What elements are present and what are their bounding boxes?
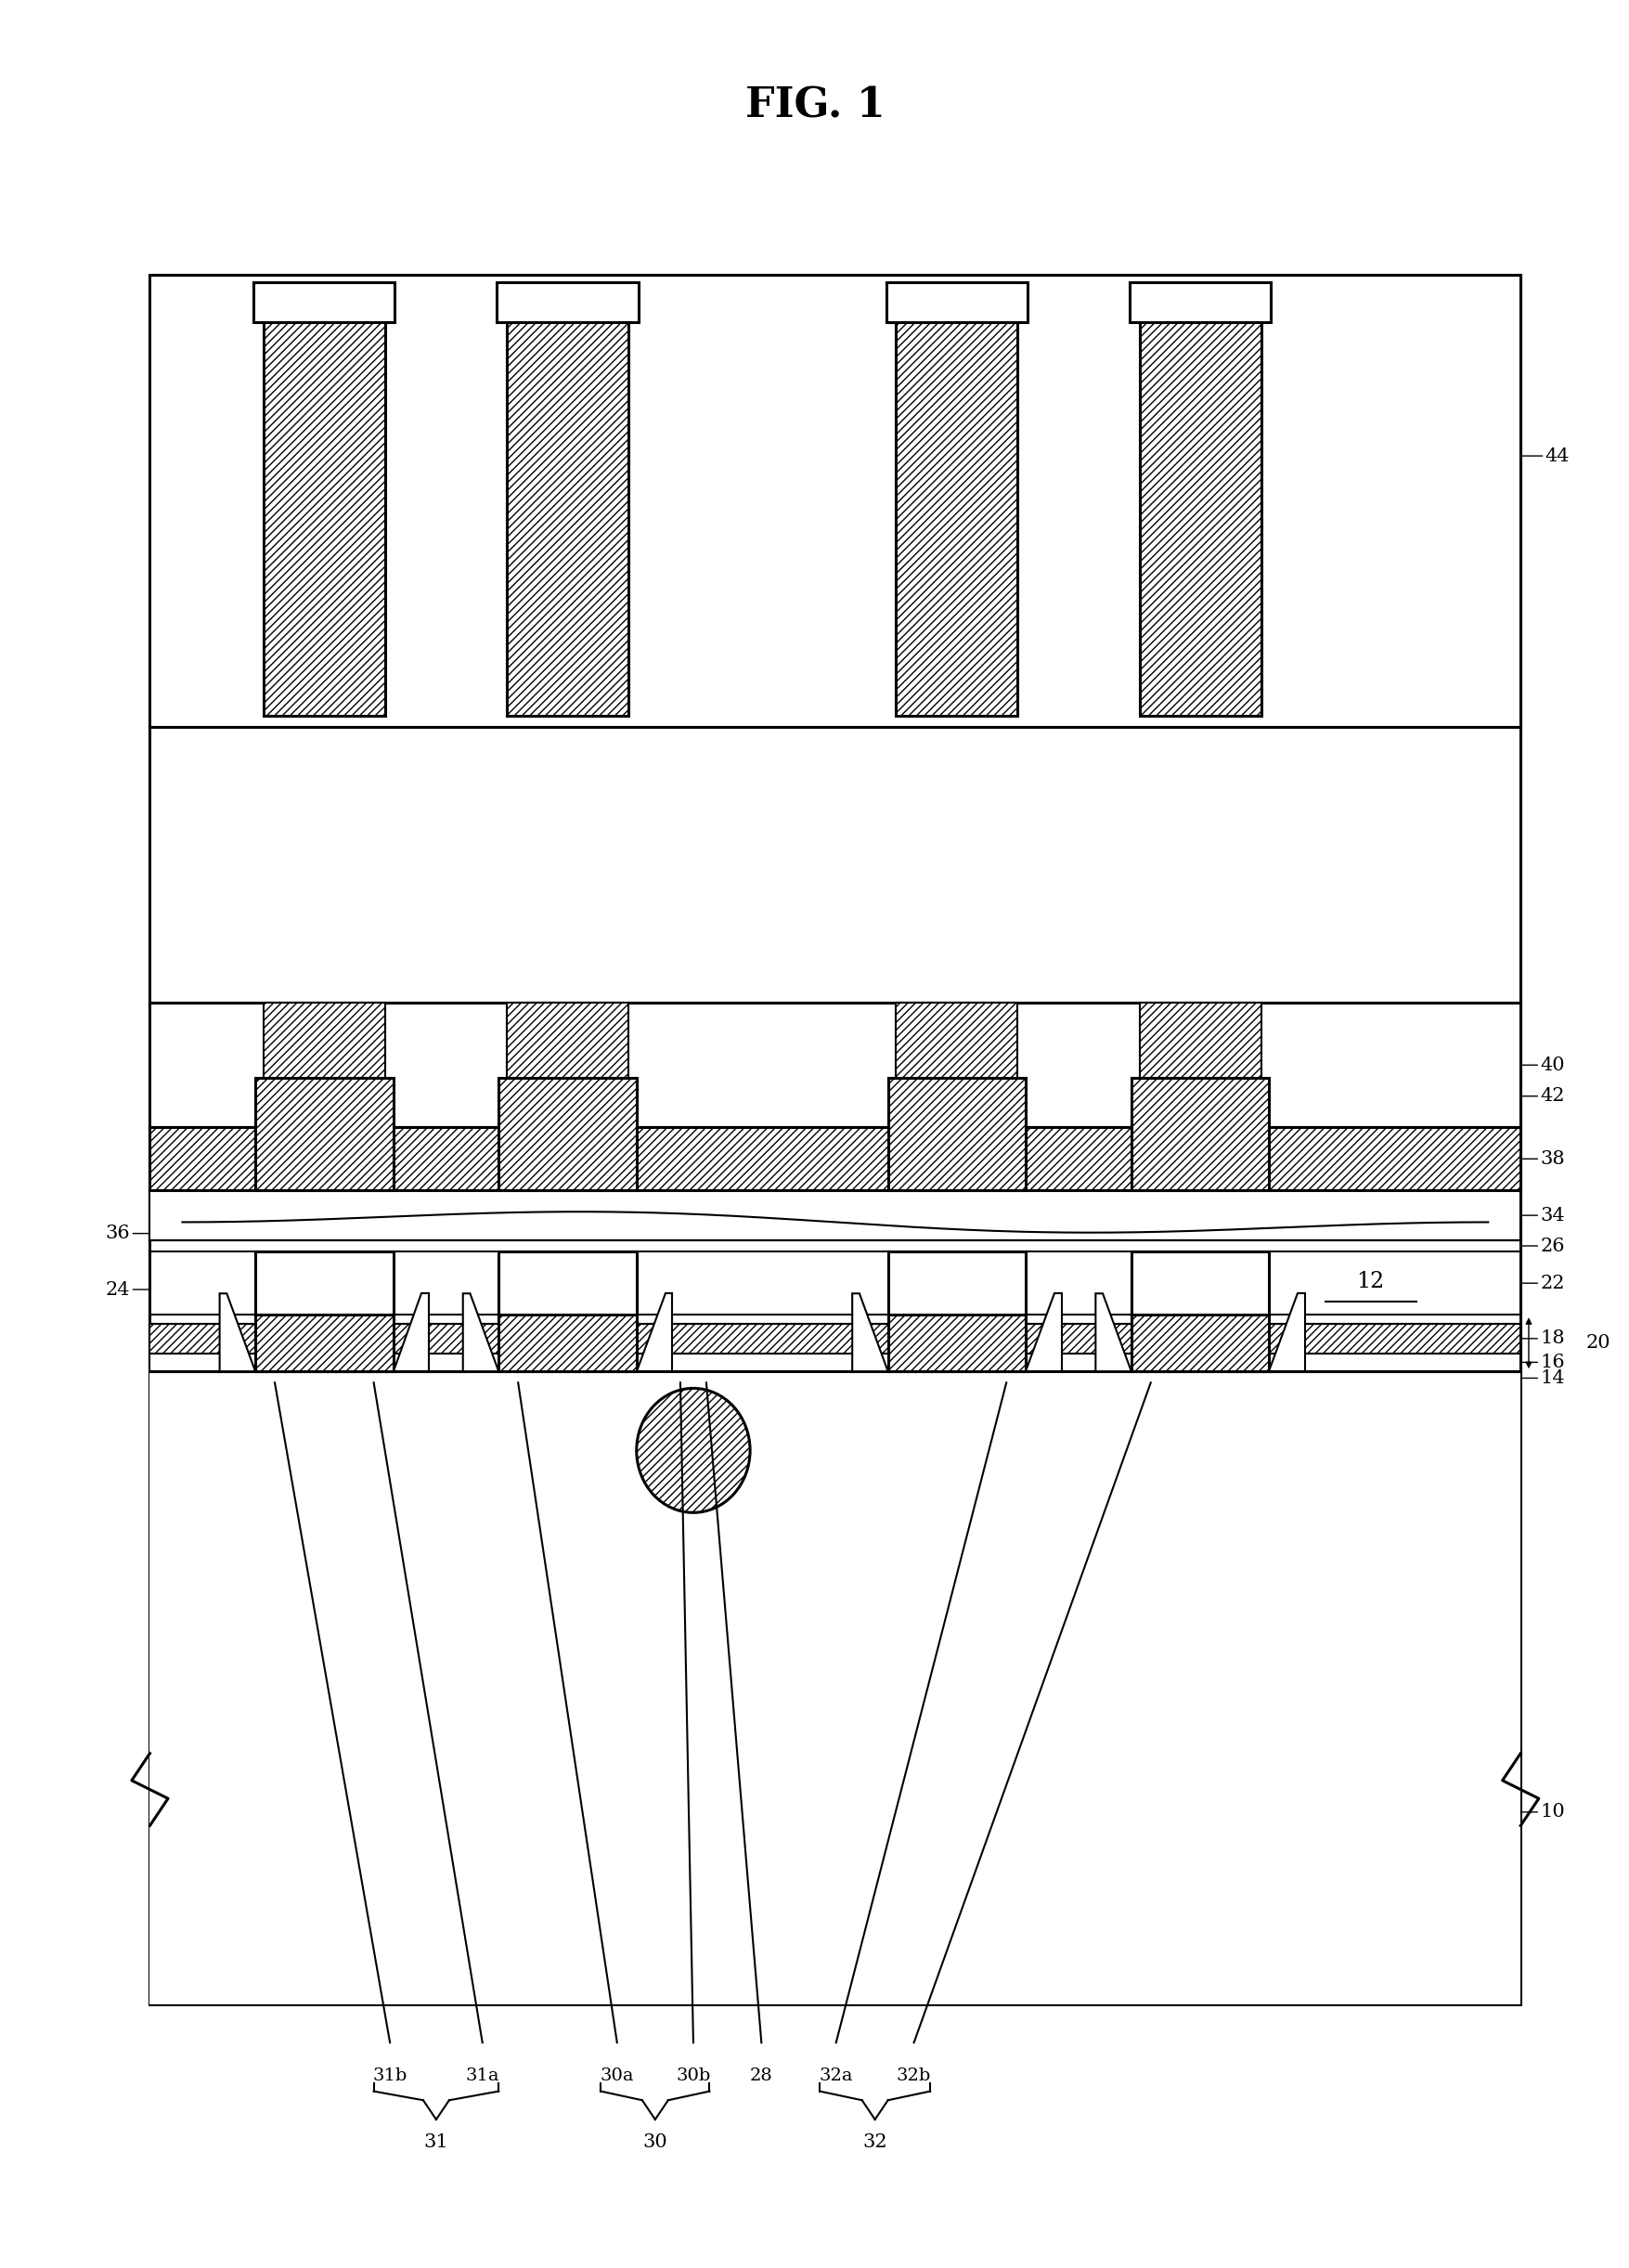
Bar bbox=[1131, 1252, 1269, 1315]
Text: 10: 10 bbox=[1520, 1803, 1564, 1821]
Ellipse shape bbox=[637, 1388, 749, 1513]
Text: FIG. 1: FIG. 1 bbox=[744, 86, 885, 125]
Text: 32b: 32b bbox=[896, 2068, 930, 2084]
Bar bbox=[498, 1077, 637, 1191]
Polygon shape bbox=[1269, 1293, 1305, 1372]
Bar bbox=[256, 1252, 393, 1372]
Bar bbox=[886, 281, 1026, 322]
Bar bbox=[507, 1002, 629, 1127]
Text: 30b: 30b bbox=[676, 2068, 710, 2084]
Bar bbox=[1131, 1252, 1269, 1372]
Bar bbox=[150, 274, 1520, 2005]
Text: 30a: 30a bbox=[599, 2068, 634, 2084]
Bar bbox=[888, 1252, 1025, 1372]
Text: 30: 30 bbox=[642, 2132, 668, 2150]
Bar bbox=[507, 281, 629, 717]
Bar bbox=[150, 1002, 1520, 1127]
Text: 22: 22 bbox=[1520, 1275, 1564, 1293]
Text: 16: 16 bbox=[1520, 1354, 1564, 1372]
Polygon shape bbox=[852, 1293, 888, 1372]
Text: 36: 36 bbox=[106, 1225, 150, 1243]
Bar bbox=[150, 1327, 466, 1372]
Bar bbox=[150, 274, 1520, 728]
Bar bbox=[1220, 1327, 1520, 1372]
Bar bbox=[896, 281, 1016, 717]
Bar bbox=[264, 281, 384, 717]
Polygon shape bbox=[1095, 1293, 1131, 1372]
Bar bbox=[150, 1354, 1520, 1372]
Text: 12: 12 bbox=[293, 1270, 323, 1293]
Text: 32: 32 bbox=[862, 2132, 886, 2150]
Bar bbox=[150, 1127, 1520, 1191]
Polygon shape bbox=[220, 1293, 256, 1372]
Text: 42: 42 bbox=[1520, 1086, 1564, 1105]
Text: 34: 34 bbox=[1520, 1207, 1564, 1225]
Text: 32a: 32a bbox=[819, 2068, 852, 2084]
Bar bbox=[498, 1252, 637, 1315]
Bar bbox=[264, 1002, 384, 1127]
Text: 14: 14 bbox=[1520, 1370, 1564, 1388]
Bar bbox=[150, 1325, 1520, 1354]
Bar bbox=[256, 1077, 393, 1191]
Polygon shape bbox=[463, 1293, 498, 1372]
Bar bbox=[896, 1002, 1016, 1127]
Text: 38: 38 bbox=[1520, 1150, 1564, 1168]
Bar bbox=[254, 281, 394, 322]
Text: 28: 28 bbox=[749, 2068, 772, 2084]
Polygon shape bbox=[393, 1293, 428, 1372]
Bar bbox=[150, 1191, 1520, 1241]
Bar bbox=[1129, 281, 1271, 322]
Bar bbox=[150, 1372, 1520, 2005]
Text: 31a: 31a bbox=[466, 2068, 498, 2084]
Bar bbox=[1139, 1002, 1261, 1127]
Bar bbox=[498, 1252, 637, 1372]
Bar bbox=[497, 281, 639, 322]
Bar bbox=[256, 1252, 393, 1315]
Polygon shape bbox=[637, 1293, 671, 1372]
Bar bbox=[1131, 1077, 1269, 1191]
Text: 40: 40 bbox=[1520, 1057, 1564, 1073]
Bar bbox=[888, 1252, 1025, 1315]
Text: 44: 44 bbox=[1329, 447, 1569, 465]
Text: 24: 24 bbox=[106, 1281, 150, 1297]
Bar bbox=[1139, 281, 1261, 717]
Bar bbox=[888, 1077, 1025, 1191]
Polygon shape bbox=[1025, 1293, 1060, 1372]
Text: 18: 18 bbox=[1520, 1329, 1564, 1347]
Text: 26: 26 bbox=[1520, 1236, 1564, 1254]
Text: 20: 20 bbox=[1585, 1334, 1609, 1352]
Text: 31: 31 bbox=[424, 2132, 448, 2150]
Text: 31b: 31b bbox=[373, 2068, 407, 2084]
Text: 12: 12 bbox=[1355, 1270, 1383, 1293]
